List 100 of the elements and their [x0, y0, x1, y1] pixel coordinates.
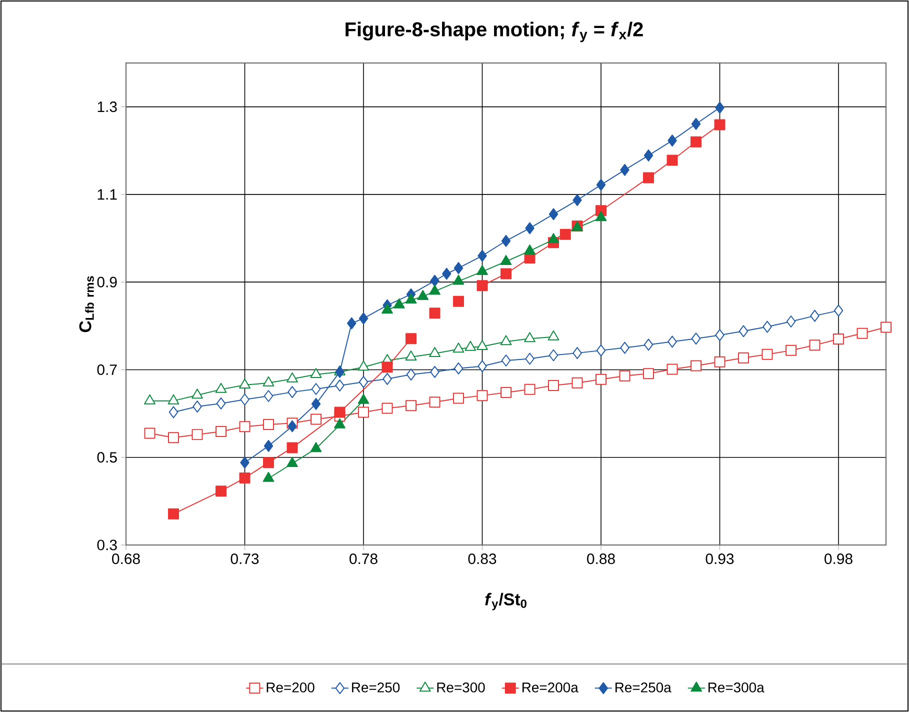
point [239, 421, 250, 432]
point [429, 396, 440, 408]
point [548, 208, 558, 220]
point [239, 378, 250, 389]
x-tick-label: 0.78 [350, 554, 378, 564]
point [476, 280, 488, 292]
point [452, 342, 464, 353]
point [525, 222, 534, 234]
point [393, 298, 405, 308]
point [358, 360, 370, 371]
point [856, 328, 868, 339]
point [347, 317, 356, 330]
point [406, 333, 417, 344]
point [644, 149, 654, 162]
point [311, 382, 321, 395]
point [548, 330, 560, 340]
point [501, 354, 511, 367]
point [524, 332, 536, 342]
y-tick-label: 1.1 [98, 189, 117, 200]
y-tick-label: 0.7 [97, 364, 117, 375]
point [668, 134, 677, 147]
point [192, 388, 203, 399]
point [738, 325, 748, 338]
point [429, 347, 440, 357]
point [216, 486, 227, 497]
x-tick-label: 0.88 [587, 554, 615, 564]
point [476, 265, 488, 276]
point [452, 274, 464, 285]
point [335, 379, 344, 392]
point [666, 154, 678, 166]
point [644, 338, 654, 351]
point [524, 384, 536, 395]
y-axis-title: $\mathbf{C}_{\mathbf{Lfb\ rms}}$ [79, 276, 94, 332]
y-tick-label: 1.3 [98, 102, 117, 112]
point [264, 390, 274, 402]
x-axis-title: f$_{y}$/St$_{0}$ [485, 592, 526, 610]
point [548, 380, 560, 391]
point [239, 472, 250, 484]
point [690, 360, 702, 372]
legend-label: Re=200 [266, 682, 314, 692]
point [288, 420, 297, 432]
point [666, 364, 678, 375]
x-tick-label: 0.73 [230, 554, 259, 564]
point [668, 336, 677, 348]
point [595, 211, 607, 222]
point [714, 119, 726, 130]
point [880, 322, 892, 333]
point [240, 456, 250, 469]
point [786, 344, 797, 356]
legend-label: Re=250a [616, 682, 672, 692]
x-tick-label: 0.68 [112, 554, 140, 564]
point [358, 312, 368, 324]
point [715, 329, 724, 342]
point [262, 376, 274, 386]
point [500, 254, 512, 265]
point [478, 250, 487, 262]
point [406, 400, 417, 412]
point [263, 457, 274, 468]
legend-label: Re=300 [437, 682, 485, 692]
point [288, 386, 297, 398]
point [548, 233, 560, 244]
point [500, 386, 512, 398]
point [454, 262, 464, 274]
point [572, 194, 582, 206]
point [786, 316, 796, 328]
point [286, 372, 298, 382]
point [715, 102, 724, 114]
point [738, 352, 750, 364]
point [762, 320, 772, 333]
point [311, 398, 321, 410]
point [691, 118, 701, 130]
x-tick-label: 0.93 [706, 554, 734, 564]
point [453, 392, 464, 404]
point [168, 432, 180, 444]
point [358, 376, 368, 388]
point [525, 352, 534, 365]
point [144, 394, 156, 404]
point [478, 360, 487, 372]
point [810, 310, 820, 322]
point [501, 234, 511, 247]
point [192, 429, 203, 440]
point [809, 340, 820, 351]
point [643, 172, 654, 184]
point [560, 228, 571, 240]
point [310, 442, 322, 452]
point [620, 164, 630, 176]
point [430, 366, 440, 378]
point [572, 377, 583, 388]
point [429, 284, 440, 295]
point [240, 394, 250, 406]
point [216, 426, 227, 437]
point [833, 334, 844, 345]
legend-label: Re=300a [708, 682, 764, 692]
y-tick-label: 0.3 [97, 540, 117, 550]
point [430, 274, 440, 287]
point [619, 370, 630, 382]
point [476, 340, 488, 350]
point [762, 348, 773, 360]
point [168, 406, 178, 418]
point [453, 296, 464, 307]
